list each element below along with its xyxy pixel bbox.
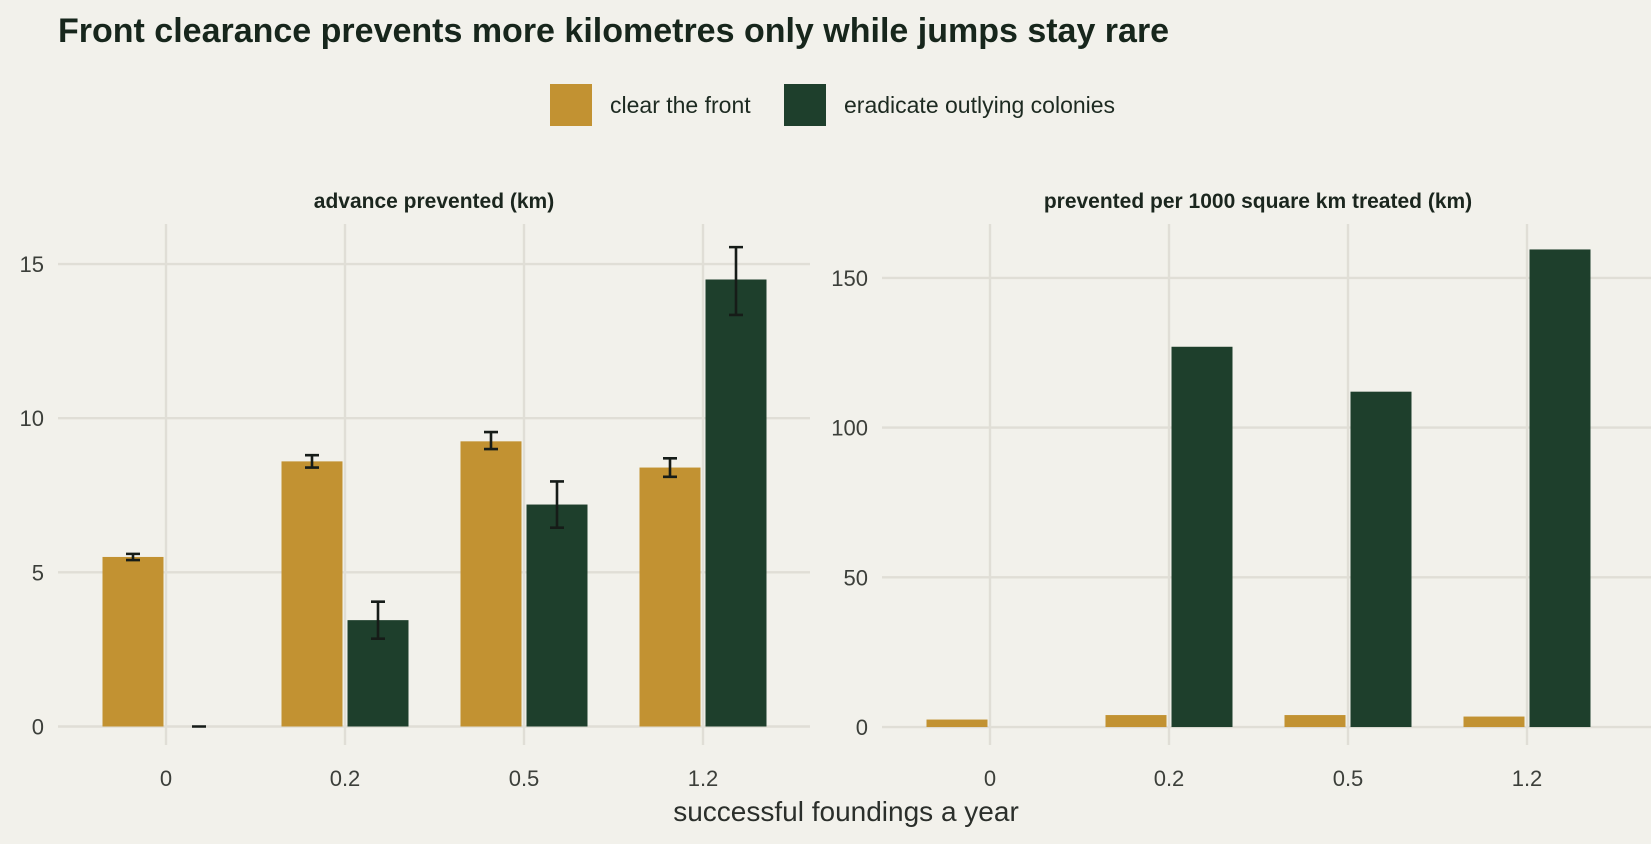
x-tick-label: 0 xyxy=(984,766,996,791)
y-tick-label: 100 xyxy=(831,416,868,441)
y-tick-label: 10 xyxy=(20,406,44,431)
y-tick-label: 150 xyxy=(831,266,868,291)
legend: clear the front eradicate outlying colon… xyxy=(550,84,1115,126)
legend-swatch-eradicate-outlying-colonies xyxy=(784,84,826,126)
x-tick-label: 1.2 xyxy=(1512,766,1543,791)
bar-clear-the-front xyxy=(281,461,343,727)
panel-prevented-per-area: prevented per 1000 square km treated (km… xyxy=(831,190,1651,791)
panel-title: prevented per 1000 square km treated (km… xyxy=(1044,190,1472,213)
bar-clear-the-front xyxy=(639,467,701,727)
bar-eradicate-outlying-colonies xyxy=(1350,391,1412,728)
error-bar xyxy=(305,453,319,469)
chart-title: Front clearance prevents more kilometres… xyxy=(58,12,1169,50)
error-bar xyxy=(126,552,140,562)
bar-eradicate-outlying-colonies xyxy=(705,279,767,727)
error-bar xyxy=(663,456,677,479)
x-tick-label: 0.5 xyxy=(509,766,540,791)
x-tick-label: 0.5 xyxy=(1333,766,1364,791)
bar-eradicate-outlying-colonies xyxy=(526,504,588,727)
y-tick-label: 15 xyxy=(20,252,44,277)
error-bar xyxy=(484,430,498,451)
x-axis-title: successful foundings a year xyxy=(673,796,1019,827)
x-tick-label: 1.2 xyxy=(688,766,719,791)
y-tick-label: 0 xyxy=(32,715,44,740)
legend-label-clear-the-front: clear the front xyxy=(610,92,751,118)
y-tick-label: 5 xyxy=(32,560,44,585)
legend-swatch-clear-the-front xyxy=(550,84,592,126)
y-tick-label: 0 xyxy=(856,715,868,740)
bar-clear-the-front xyxy=(102,556,164,727)
error-bar xyxy=(371,600,385,640)
x-tick-label: 0.2 xyxy=(1154,766,1185,791)
error-bar xyxy=(550,480,564,529)
panel-marks: 0 5 10 15 0 0.2 0.5 1.2 xyxy=(20,224,810,791)
panel-title: advance prevented (km) xyxy=(314,190,554,213)
bar-clear-the-front xyxy=(1284,715,1346,728)
bar-clear-the-front xyxy=(1463,716,1525,728)
x-tick-label: 0 xyxy=(160,766,172,791)
panel-marks: 0 50 100 150 0 0.2 0.5 1.2 xyxy=(831,224,1651,791)
legend-label-eradicate-outlying-colonies: eradicate outlying colonies xyxy=(844,92,1115,118)
y-tick-label: 50 xyxy=(844,565,868,590)
bar-eradicate-outlying-colonies xyxy=(1529,249,1591,728)
bar-eradicate-outlying-colonies xyxy=(1171,346,1233,728)
bar-clear-the-front xyxy=(926,719,988,728)
panel-advance-prevented: advance prevented (km) 0 5 10 15 0 0.2 0.5 1.2 xyxy=(20,190,810,791)
bar-clear-the-front xyxy=(460,441,522,727)
x-tick-label: 0.2 xyxy=(330,766,361,791)
bar-clear-the-front xyxy=(1105,715,1167,728)
error-bar xyxy=(729,245,743,317)
